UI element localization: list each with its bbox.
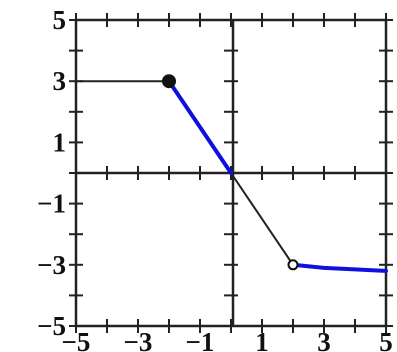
series-layer	[75, 79, 388, 273]
series-line	[167, 79, 233, 175]
x-tick-label: −1	[186, 327, 215, 352]
y-tick-label: 5	[53, 5, 67, 35]
x-tick-label: 1	[255, 327, 269, 352]
tick-marks	[69, 13, 393, 333]
y-tick-label: 1	[53, 127, 67, 157]
marker-layer	[162, 74, 299, 271]
series-line	[291, 262, 388, 273]
x-tick-label: −5	[62, 327, 91, 352]
y-tick-label: −1	[37, 189, 66, 219]
x-tick-label: 5	[379, 327, 393, 352]
x-tick-label: 3	[317, 327, 331, 352]
y-tick-label: −3	[37, 250, 66, 280]
y-tick-label: −5	[37, 311, 66, 341]
x-tick-label: −3	[124, 327, 153, 352]
y-tick-label: 3	[53, 66, 67, 96]
open-endpoint-marker	[287, 259, 299, 271]
tick-labels: −5 −3 −1 1 3 5 5 3 1 −1 −3 −5	[37, 5, 393, 352]
closed-endpoint-marker	[162, 74, 176, 89]
